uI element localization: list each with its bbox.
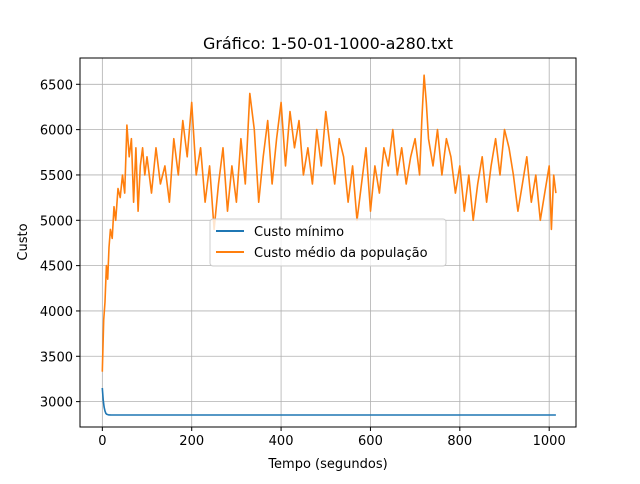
legend-label-custo-minimo: Custo mínimo [254,225,344,240]
x-tick-label: 600 [358,434,383,449]
x-tick-label: 0 [98,434,106,449]
x-tick-label: 200 [179,434,204,449]
y-axis-label: Custo [16,223,31,260]
y-tick-label: 6000 [40,124,73,139]
x-tick-label: 1000 [533,434,566,449]
x-tick-layer: 0 200 400 600 800 1000 [98,427,566,449]
series-line-custo-minimo [101,387,556,416]
y-tick-label: 4000 [40,305,73,320]
x-axis-label: Tempo (segundos) [267,457,387,472]
x-tick-label: 400 [269,434,294,449]
y-tick-label: 3000 [40,396,73,411]
y-tick-label: 5000 [40,214,73,229]
series-layer [101,74,557,416]
legend-box [209,218,447,267]
x-tick-label: 800 [447,434,472,449]
series-line-custo-medio [101,74,557,372]
axes-frame [79,57,577,428]
y-tick-layer: 3000 3500 4000 4500 5000 5500 6000 6500 [40,78,80,411]
y-tick-label: 4500 [40,260,73,275]
legend-label-custo-medio: Custo médio da população [254,246,428,261]
y-tick-label: 6500 [40,78,73,93]
y-tick-label: 3500 [40,350,73,365]
y-tick-label: 5500 [40,169,73,184]
chart-title: Gráfico: 1-50-01-1000-a280.txt [203,34,453,53]
legend: Custo mínimo Custo médio da população [209,218,447,267]
